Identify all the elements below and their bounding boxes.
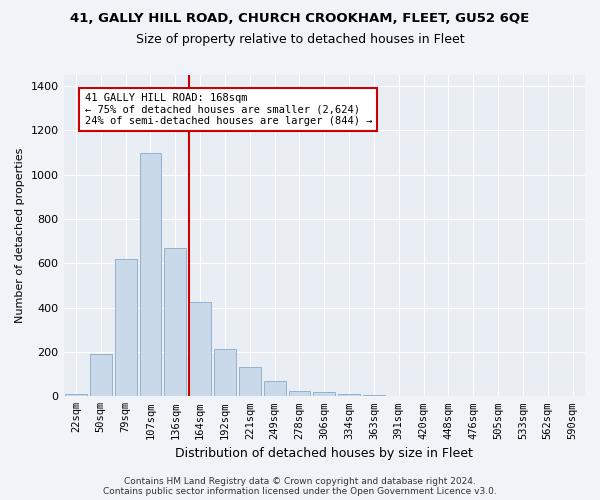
Text: 41, GALLY HILL ROAD, CHURCH CROOKHAM, FLEET, GU52 6QE: 41, GALLY HILL ROAD, CHURCH CROOKHAM, FL… [70, 12, 530, 26]
Bar [214, 348, 236, 397]
Bar [289, 391, 310, 396]
Bar [164, 248, 186, 396]
Bar [363, 395, 385, 396]
Bar [189, 302, 211, 396]
Bar [65, 394, 87, 396]
Text: Contains HM Land Registry data © Crown copyright and database right 2024.: Contains HM Land Registry data © Crown c… [124, 477, 476, 486]
Bar [115, 259, 137, 396]
Text: Size of property relative to detached houses in Fleet: Size of property relative to detached ho… [136, 32, 464, 46]
Bar [313, 392, 335, 396]
Bar [263, 381, 286, 396]
Text: 41 GALLY HILL ROAD: 168sqm
← 75% of detached houses are smaller (2,624)
24% of s: 41 GALLY HILL ROAD: 168sqm ← 75% of deta… [85, 92, 372, 126]
Bar [239, 368, 261, 396]
Bar [90, 354, 112, 397]
X-axis label: Distribution of detached houses by size in Fleet: Distribution of detached houses by size … [175, 447, 473, 460]
Text: Contains public sector information licensed under the Open Government Licence v3: Contains public sector information licen… [103, 487, 497, 496]
Bar [140, 152, 161, 396]
Y-axis label: Number of detached properties: Number of detached properties [15, 148, 25, 324]
Bar [338, 394, 360, 396]
